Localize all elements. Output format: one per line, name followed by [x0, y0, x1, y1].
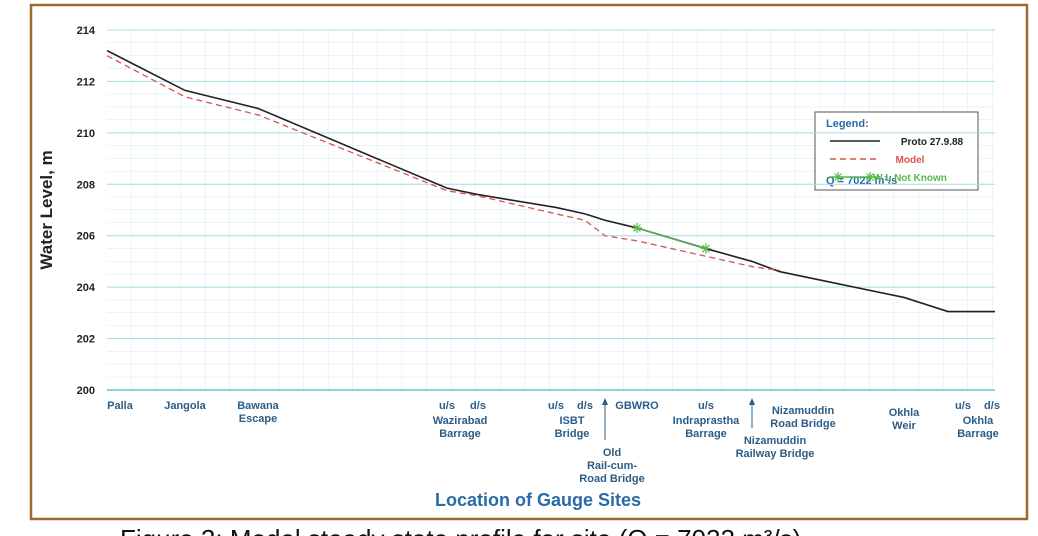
- series-line: [636, 227, 707, 250]
- x-axis-title: Location of Gauge Sites: [435, 490, 641, 510]
- star-marker: [701, 243, 711, 254]
- pointer-head: [749, 398, 755, 405]
- series-line: [106, 49, 995, 313]
- x-tick-label: Okhla Weir: [889, 407, 920, 432]
- pointer-head: [602, 398, 608, 405]
- x-tick-label: GBWRO: [615, 400, 659, 412]
- y-tick-label: 200: [77, 385, 95, 397]
- x-group-label: ISBT Bridge: [555, 415, 590, 440]
- y-tick-label: 212: [77, 76, 95, 88]
- y-tick-label: 204: [77, 282, 96, 294]
- y-tick-label: 210: [77, 128, 95, 140]
- y-tick-label: 206: [77, 231, 95, 243]
- x-tick-label: Palla: [107, 400, 134, 412]
- x-tick-label: u/s: [955, 400, 971, 412]
- x-tick-label: Old Rail-cum-Road Bridge: [579, 447, 644, 485]
- y-tick-label: 202: [77, 334, 95, 346]
- legend-label: Model: [896, 155, 925, 166]
- x-tick-label: u/s: [548, 400, 564, 412]
- x-group-label: Indraprastha Barrage: [673, 415, 741, 440]
- legend-label: W L Not Known: [873, 173, 947, 184]
- x-tick-label: u/s: [698, 400, 714, 412]
- y-axis-title: Water Level, m: [37, 150, 56, 269]
- legend-star: [833, 172, 843, 182]
- x-group-label: Wazirabad Barrage: [433, 415, 488, 440]
- series-line: [106, 55, 781, 272]
- star-marker: [632, 223, 642, 233]
- x-tick-label: d/s: [470, 400, 486, 412]
- x-tick-label: d/s: [984, 400, 1000, 412]
- x-tick-label: Nizamuddin Road Bridge: [770, 405, 835, 430]
- legend-label: Proto 27.9.88: [901, 137, 964, 148]
- y-tick-label: 208: [77, 179, 95, 191]
- x-tick-label: Jangola: [164, 400, 206, 412]
- x-tick-label: u/s: [439, 400, 455, 412]
- x-tick-label: Bawana Escape: [237, 400, 279, 425]
- x-group-label: Okhla Barrage: [957, 415, 999, 440]
- minor-grid: [107, 30, 995, 390]
- x-tick-label: Nizamuddin Railway Bridge: [736, 435, 815, 460]
- legend-star: [865, 172, 875, 182]
- x-tick-label: d/s: [577, 400, 593, 412]
- caption: Figure 2: Model steady state profile for…: [120, 524, 801, 536]
- y-tick-label: 214: [77, 25, 96, 37]
- legend-title: Legend:: [826, 118, 869, 130]
